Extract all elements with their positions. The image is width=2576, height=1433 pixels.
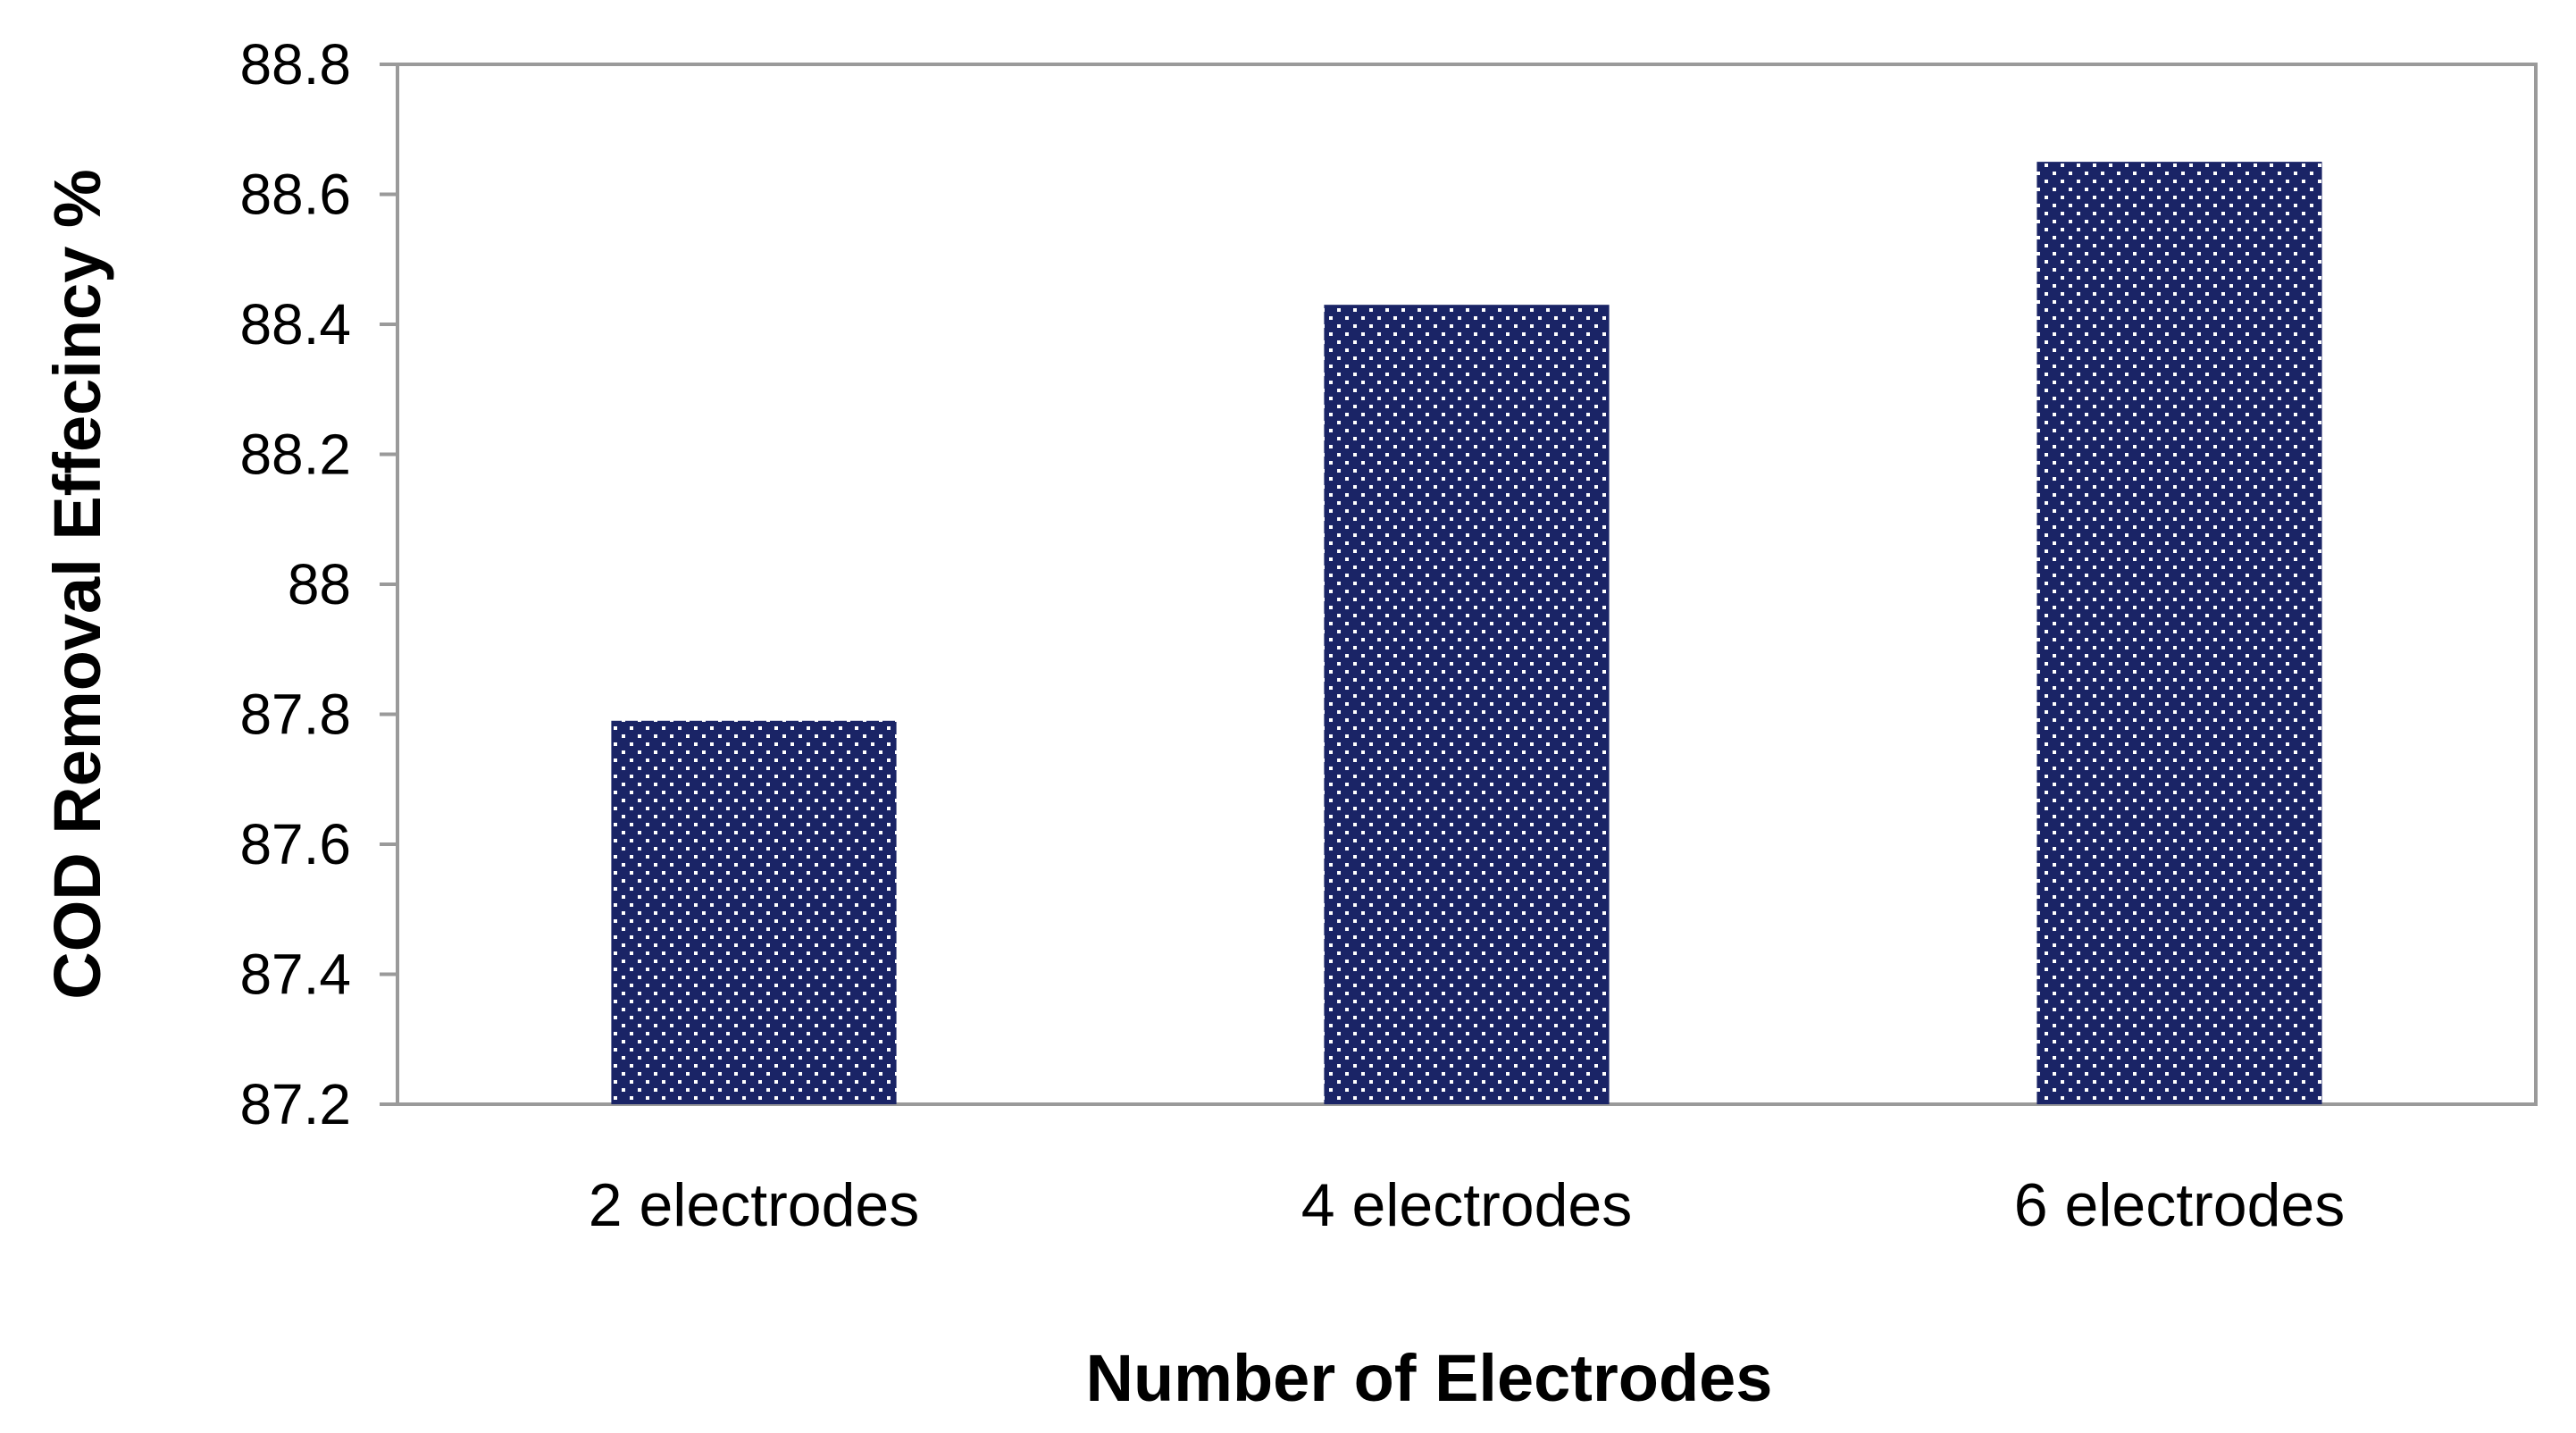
y-tick-label: 87.6 [239,812,351,876]
y-tick-label: 87.2 [239,1072,351,1136]
y-axis-tick-labels: 87.2 87.4 87.6 87.8 88 88.2 88.4 88.6 88.8 [239,32,351,1136]
y-axis-ticks [380,63,397,1106]
plot-area [380,63,2538,1106]
bar [611,720,897,1104]
y-tick-label: 87.8 [239,683,351,747]
y-axis-title: COD Removal Effecincy % [40,169,114,999]
bar [1324,305,1610,1104]
y-tick-label: 88.4 [239,292,351,356]
x-category-label: 2 electrodes [589,1171,919,1239]
y-tick-label: 88.2 [239,423,351,487]
x-category-label: 4 electrodes [1301,1171,1632,1239]
y-tick-label: 88.6 [239,163,351,227]
x-category-label: 6 electrodes [2014,1171,2345,1239]
y-tick-label: 87.4 [239,943,351,1007]
bar [2037,162,2322,1104]
x-axis-category-labels: 2 electrodes 4 electrodes 6 electrodes [589,1171,2345,1239]
x-axis-title: Number of Electrodes [1086,1341,1773,1415]
y-tick-label: 88.8 [239,32,351,96]
y-tick-label: 88 [288,552,351,616]
bars-group [611,162,2322,1104]
